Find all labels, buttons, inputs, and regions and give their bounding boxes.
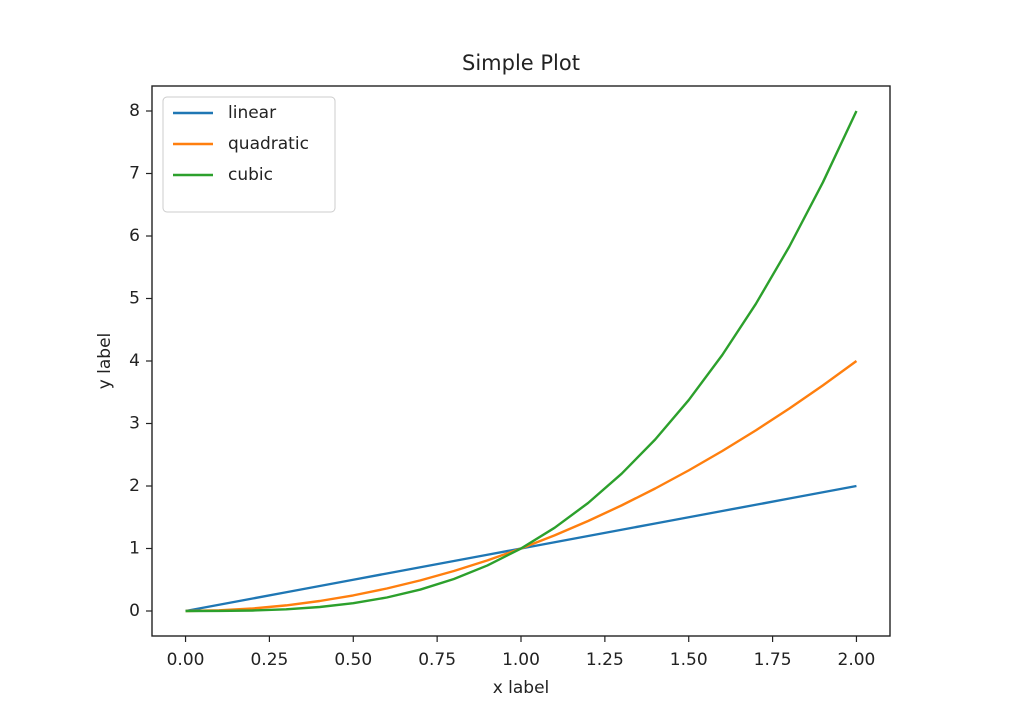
x-tick-label: 1.00 bbox=[502, 650, 540, 670]
y-axis-label: y label bbox=[95, 333, 115, 390]
chart-title: Simple Plot bbox=[462, 51, 580, 75]
x-tick-label: 0.00 bbox=[167, 650, 205, 670]
x-tick-label: 1.50 bbox=[670, 650, 708, 670]
x-tick-label: 1.25 bbox=[586, 650, 624, 670]
plot-frame bbox=[151, 85, 891, 637]
y-tick-label: 8 bbox=[129, 101, 140, 121]
y-tick-label: 2 bbox=[129, 476, 140, 496]
x-tick-label: 0.25 bbox=[250, 650, 288, 670]
y-tick-label: 1 bbox=[129, 539, 140, 559]
x-tick-label: 2.00 bbox=[838, 650, 876, 670]
legend-box bbox=[162, 96, 336, 213]
x-tick-label: 0.50 bbox=[334, 650, 372, 670]
legend-label: quadratic bbox=[228, 134, 309, 154]
legend-label: cubic bbox=[228, 165, 273, 185]
y-tick-label: 5 bbox=[129, 289, 140, 309]
data-line bbox=[185, 360, 858, 613]
y-tick-label: 4 bbox=[129, 351, 140, 371]
x-axis-label: x label bbox=[493, 678, 550, 698]
x-tick-label: 1.75 bbox=[754, 650, 792, 670]
y-tick-label: 3 bbox=[129, 414, 140, 434]
data-line bbox=[185, 110, 858, 613]
y-tick-label: 0 bbox=[129, 601, 140, 621]
y-tick-label: 7 bbox=[129, 164, 140, 184]
y-tick-label: 6 bbox=[129, 226, 140, 246]
legend-label: linear bbox=[228, 103, 276, 123]
x-tick-label: 0.75 bbox=[418, 650, 456, 670]
